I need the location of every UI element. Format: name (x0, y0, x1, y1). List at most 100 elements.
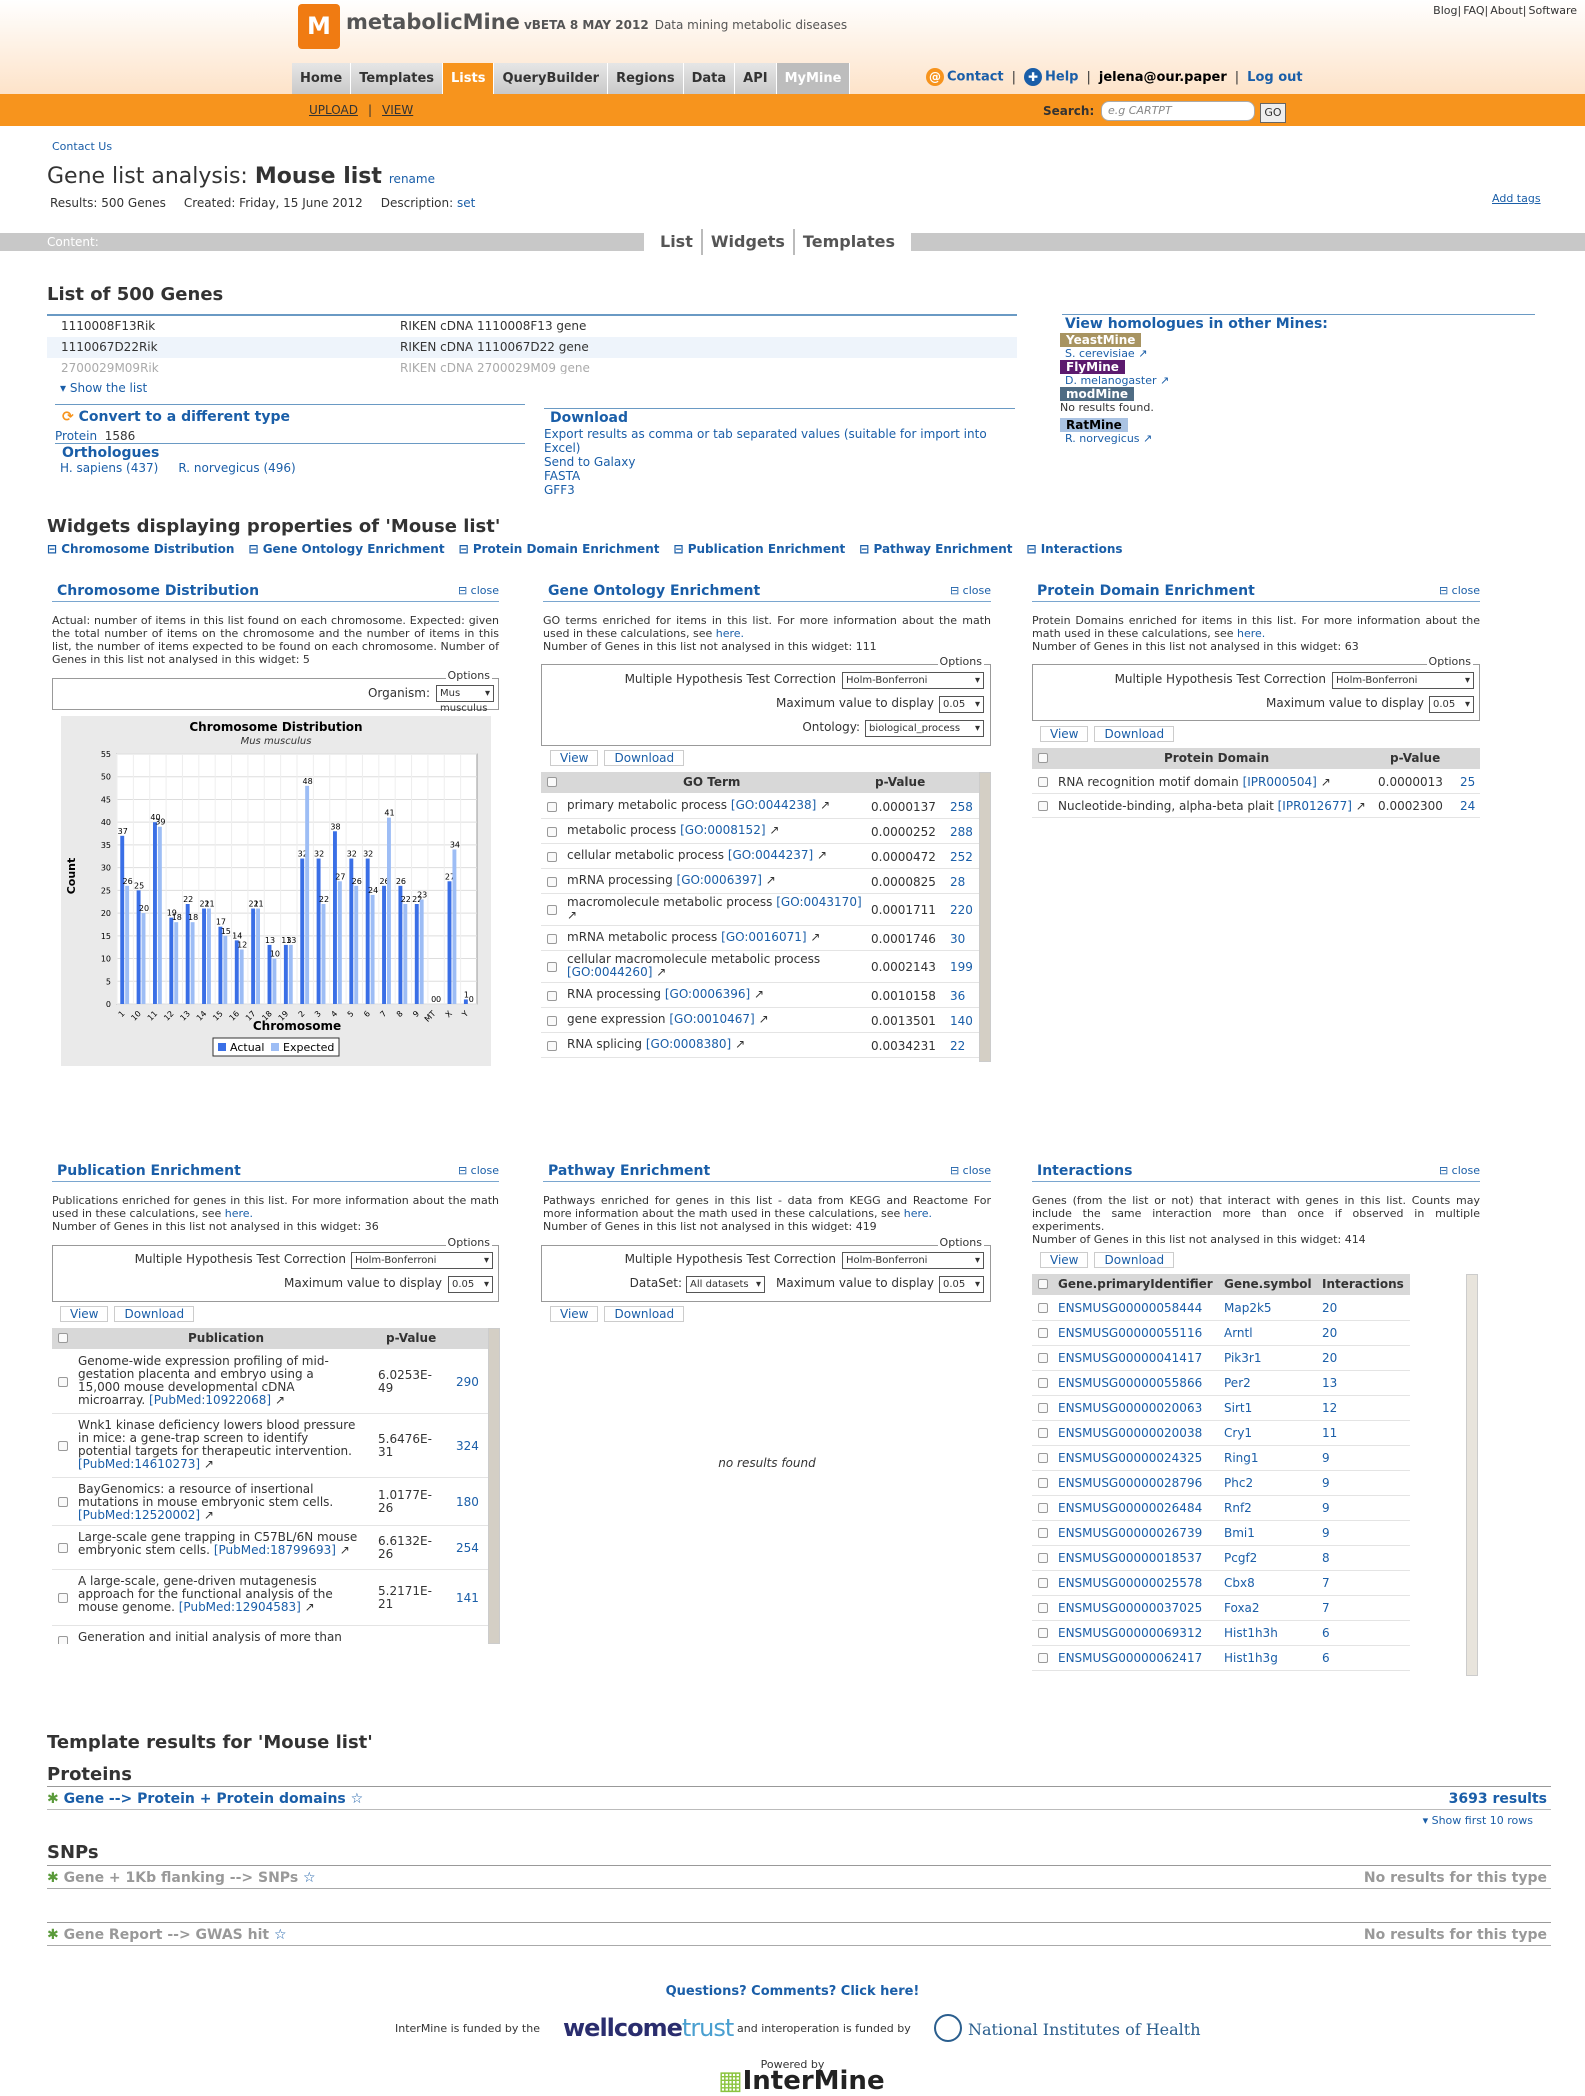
contact-link[interactable]: @ Contact (926, 68, 1004, 86)
interaction-count[interactable]: 9 (1322, 1476, 1330, 1490)
pd-select-all[interactable] (1038, 753, 1048, 763)
interaction-count[interactable]: 12 (1322, 1401, 1338, 1415)
ratmine-badge[interactable]: RatMine (1060, 418, 1128, 432)
match-count[interactable]: 25 (1460, 775, 1476, 789)
match-count[interactable]: 252 (950, 849, 973, 864)
pub-download-button[interactable]: Download (114, 1306, 195, 1322)
ratmine-link[interactable]: R. norvegicus ↗ (1065, 432, 1153, 445)
go-close[interactable]: ⊟ close (949, 584, 991, 597)
go-term-link[interactable]: [GO:0006397] (676, 873, 762, 887)
pub-row[interactable]: A large-scale, gene-driven mutagenesis a… (52, 1570, 488, 1626)
row-checkbox[interactable] (58, 1377, 68, 1387)
pathway-here-link[interactable]: here. (903, 1207, 933, 1220)
row-checkbox[interactable] (547, 1015, 557, 1026)
tab-api[interactable]: API (735, 63, 777, 94)
row-checkbox[interactable] (58, 1636, 68, 1644)
gene-id-link[interactable]: ENSMUSG00000020038 (1058, 1426, 1203, 1440)
help-link[interactable]: ✚ Help (1024, 68, 1079, 86)
yeastmine-link[interactable]: S. cerevisiae ↗ (1065, 347, 1148, 360)
match-count[interactable]: 28 (950, 874, 966, 889)
row-checkbox[interactable] (547, 905, 557, 915)
gene-symbol-link[interactable]: Phc2 (1224, 1476, 1254, 1490)
interaction-count[interactable]: 11 (1322, 1426, 1338, 1440)
faq-link[interactable]: FAQ (1463, 4, 1485, 17)
list-row[interactable]: 2700029M09Rik RIKEN cDNA 2700029M09 gene (61, 361, 590, 374)
row-checkbox[interactable] (1038, 1478, 1048, 1488)
gene-symbol-link[interactable]: Sirt1 (1224, 1401, 1253, 1415)
pathway-view-button[interactable]: View (550, 1306, 599, 1322)
gene-symbol-link[interactable]: Map2k5 (1224, 1301, 1272, 1315)
rename-link[interactable]: rename (388, 172, 435, 186)
row-checkbox[interactable] (547, 801, 557, 812)
view-link[interactable]: VIEW (382, 103, 414, 117)
gene-symbol-link[interactable]: Foxa2 (1224, 1601, 1260, 1615)
row-checkbox[interactable] (547, 876, 557, 887)
interaction-count[interactable]: 6 (1322, 1626, 1330, 1640)
go-scrollbar[interactable] (979, 772, 991, 1062)
gene-id-link[interactable]: ENSMUSG00000028796 (1058, 1476, 1203, 1490)
gene-symbol-link[interactable]: Bmi1 (1224, 1526, 1255, 1540)
nav-interactions[interactable]: ⊟ Interactions (1026, 542, 1123, 556)
go-row[interactable]: RNA splicing [GO:0008380] ↗ 0.0034231 22 (541, 1033, 979, 1058)
gff3-link[interactable]: GFF3 (544, 483, 575, 497)
go-term-link[interactable]: [GO:0008152] (680, 823, 766, 837)
gene-symbol-link[interactable]: Pik3r1 (1224, 1351, 1262, 1365)
interaction-row[interactable]: ENSMUSG00000069312 Hist1h3h 6 (1032, 1621, 1410, 1646)
interaction-count[interactable]: 9 (1322, 1501, 1330, 1515)
row-checkbox[interactable] (1038, 1453, 1048, 1463)
go-term-link[interactable]: [GO:0006396] (664, 987, 751, 1001)
row-checkbox[interactable] (1038, 1353, 1048, 1363)
pub-here-link[interactable]: here. (224, 1207, 254, 1220)
interaction-row[interactable]: ENSMUSG00000020038 Cry1 11 (1032, 1421, 1410, 1446)
interaction-row[interactable]: ENSMUSG00000055116 Arntl 20 (1032, 1321, 1410, 1346)
interaction-row[interactable]: ENSMUSG00000026739 Bmi1 9 (1032, 1521, 1410, 1546)
star-icon[interactable]: ☆ (303, 1870, 316, 1886)
orthologue-rnorvegicus[interactable]: R. norvegicus (496) (178, 461, 296, 475)
gene-symbol-link[interactable]: Arntl (1224, 1326, 1253, 1340)
interaction-count[interactable]: 7 (1322, 1576, 1330, 1590)
add-tags-link[interactable]: Add tags (1492, 192, 1541, 205)
row-checkbox[interactable] (1038, 1303, 1048, 1313)
upload-link[interactable]: UPLOAD (309, 103, 358, 117)
interaction-row[interactable]: ENSMUSG00000024325 Ring1 9 (1032, 1446, 1410, 1471)
go-term-link[interactable]: [GO:0010467] (669, 1012, 755, 1026)
go-row[interactable]: cellular macromolecule metabolic process… (541, 951, 979, 983)
fasta-link[interactable]: FASTA (544, 469, 581, 483)
match-count[interactable]: 36 (950, 988, 966, 1003)
search-input[interactable]: e.g CARTPT (1101, 101, 1255, 121)
go-row[interactable]: macromolecule metabolic process [GO:0043… (541, 894, 979, 926)
row-checkbox[interactable] (1038, 1603, 1048, 1613)
pub-mhtc-select[interactable]: Holm-Bonferroni (351, 1252, 493, 1269)
row-checkbox[interactable] (58, 1543, 68, 1553)
pubmed-link[interactable]: [PubMed:12520002] (78, 1508, 201, 1522)
interaction-count[interactable]: 20 (1322, 1301, 1338, 1315)
gene-symbol-link[interactable]: Per2 (1224, 1376, 1251, 1390)
row-checkbox[interactable] (1038, 1328, 1048, 1338)
flymine-link[interactable]: D. melanogaster ↗ (1065, 374, 1170, 387)
match-count[interactable]: 199 (950, 960, 973, 974)
gene-id-link[interactable]: ENSMUSG00000069312 (1058, 1626, 1203, 1640)
nav-pathway[interactable]: ⊟ Pathway Enrichment (859, 542, 1013, 556)
interactions-select-all[interactable] (1038, 1279, 1048, 1289)
go-term-link[interactable]: [GO:0044237] (727, 848, 814, 862)
gene-id-link[interactable]: ENSMUSG00000041417 (1058, 1351, 1203, 1365)
interaction-count[interactable]: 9 (1322, 1526, 1330, 1540)
go-row[interactable]: cellular metabolic process [GO:0044237] … (541, 844, 979, 869)
go-term-link[interactable]: [GO:0016071] (721, 930, 807, 944)
convert-protein-link[interactable]: Protein (55, 429, 98, 443)
pub-select-all[interactable] (58, 1333, 68, 1343)
interaction-count[interactable]: 20 (1322, 1351, 1338, 1365)
pub-row[interactable]: Genome-wide expression profiling of mid-… (52, 1350, 488, 1414)
go-here-link[interactable]: here. (715, 627, 745, 640)
gene-symbol-link[interactable]: Hist1h3h (1224, 1626, 1278, 1640)
row-checkbox[interactable] (1038, 1503, 1048, 1513)
pd-download-button[interactable]: Download (1094, 726, 1175, 742)
pd-maxval-select[interactable]: 0.05 (1429, 696, 1474, 713)
intermine-logo[interactable]: ▦InterMine (718, 2066, 885, 2096)
pub-view-button[interactable]: View (60, 1306, 109, 1322)
show-rows-link[interactable]: ▾ Show first 10 rows (1422, 1814, 1533, 1827)
interaction-row[interactable]: ENSMUSG00000037025 Foxa2 7 (1032, 1596, 1410, 1621)
match-count[interactable]: 254 (456, 1541, 479, 1555)
nav-chromosome[interactable]: ⊟ Chromosome Distribution (47, 542, 235, 556)
interaction-count[interactable]: 13 (1322, 1376, 1338, 1390)
